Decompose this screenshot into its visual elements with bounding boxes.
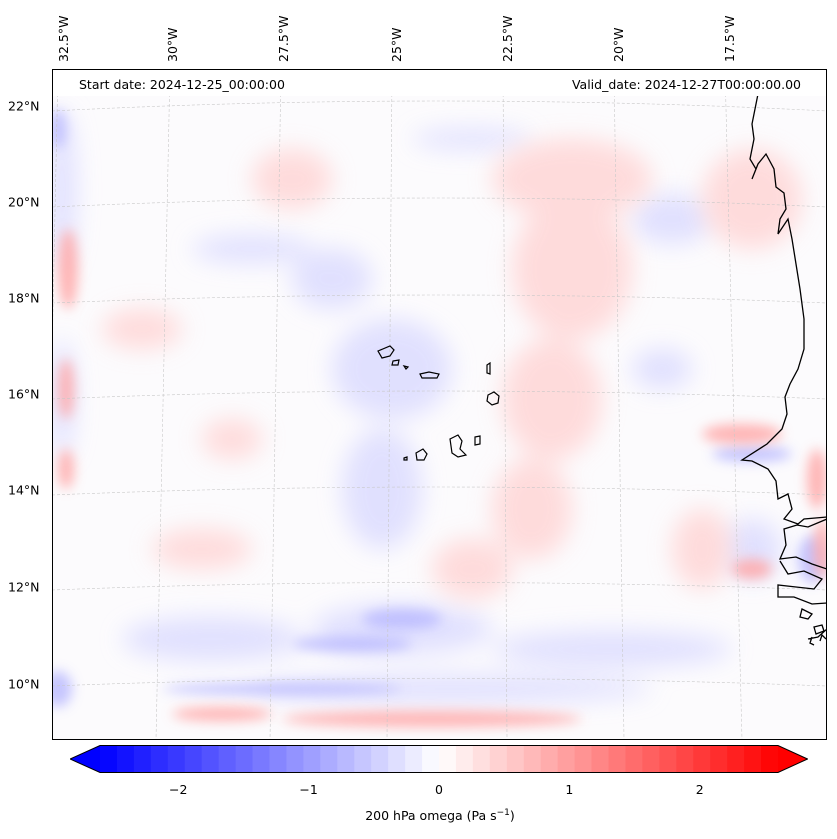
colorbar-label-main: 200 hPa omega (Pa s (365, 808, 497, 824)
colorbar-segment (472, 745, 491, 773)
colorbar-segment (455, 745, 474, 773)
island-santa-luzia (402, 365, 410, 370)
colorbar (70, 745, 808, 773)
colorbar-label-exponent: −1 (496, 808, 510, 818)
colorbar-segment (642, 745, 660, 773)
island-santiago (449, 434, 468, 458)
colorbar-segment (744, 745, 762, 773)
africa-coastline (740, 69, 827, 646)
island-sal (486, 361, 491, 375)
lat-label-14n: 14°N (8, 482, 40, 498)
lon-label-32-5w: 32.5°W (56, 15, 71, 62)
island-sao-vicente (391, 359, 400, 366)
start-date-label: Start date: 2024-12-25_00:00:00 (79, 77, 285, 92)
graticule (52, 69, 827, 740)
colorbar-outline (70, 745, 808, 773)
colorbar-segment (252, 745, 270, 773)
lon-label-27-5w: 27.5°W (276, 15, 291, 62)
lat-label-16n: 16°N (8, 386, 40, 402)
colorbar-segment (540, 745, 559, 773)
omega-map-panel (52, 69, 827, 740)
island-sao-nicolau (419, 371, 440, 379)
colorbar-segment (150, 745, 169, 773)
lon-label-22-5w: 22.5°W (500, 15, 515, 62)
island-santo-antao (377, 345, 395, 359)
lon-label-30w: 30°W (165, 27, 180, 62)
colorbar-segment (405, 745, 423, 773)
island-maio (474, 435, 481, 446)
colorbar-tick-label: −1 (299, 782, 318, 797)
colorbar-tick-label: −2 (169, 782, 188, 797)
colorbar-segment (303, 745, 321, 773)
colorbar-segment (269, 745, 287, 773)
colorbar-segment (676, 745, 694, 773)
colorbar-extend-low (70, 745, 100, 773)
map-border (52, 69, 827, 740)
colorbar-segment (693, 745, 711, 773)
colorbar-label: 200 hPa omega (Pa s−1) (365, 808, 515, 823)
omega-field-negative (52, 109, 782, 703)
omega-field-strong-positive (58, 229, 827, 727)
island-brava (403, 456, 408, 461)
colorbar-segment (557, 745, 576, 773)
colorbar-tick-label: 0 (435, 782, 443, 797)
colorbar-segment (100, 745, 118, 773)
colorbar-segment (201, 745, 220, 773)
colorbar-segment (761, 745, 779, 773)
lat-label-18n: 18°N (8, 290, 40, 306)
colorbar-segment (489, 745, 508, 773)
colorbar-segment (625, 745, 643, 773)
colorbar-label-close: ) (509, 808, 515, 824)
colorbar-tick-label: 2 (695, 782, 704, 797)
colorbar-segments (70, 745, 808, 773)
cape-verde-islands (377, 345, 500, 461)
colorbar-segment (133, 745, 152, 773)
lat-label-22n: 22°N (8, 98, 40, 114)
colorbar-segment (235, 745, 254, 773)
colorbar-segment (506, 745, 525, 773)
colorbar-segment (371, 745, 389, 773)
colorbar-segment (727, 745, 745, 773)
island-fogo (415, 448, 428, 461)
colorbar-segment (354, 745, 372, 773)
colorbar-segment (167, 745, 186, 773)
colorbar-tick-label: 1 (565, 782, 574, 797)
colorbar-segment (710, 745, 728, 773)
colorbar-segment (218, 745, 237, 773)
colorbar-segment (388, 745, 406, 773)
lon-label-20w: 20°W (611, 27, 626, 62)
colorbar-segment (439, 745, 457, 773)
colorbar-segment (523, 745, 542, 773)
omega-field-positive (102, 139, 802, 599)
island-boa-vista (486, 391, 500, 406)
colorbar-segment (591, 745, 609, 773)
colorbar-segment (337, 745, 355, 773)
colorbar-segment (422, 745, 440, 773)
colorbar-extend-high (778, 745, 808, 773)
lat-label-10n: 10°N (8, 676, 40, 692)
colorbar-segment (574, 745, 593, 773)
date-banner (52, 69, 827, 96)
lat-label-20n: 20°N (8, 194, 40, 210)
colorbar-segment (659, 745, 677, 773)
valid-date-label: Valid_date: 2024-12-27T00:00:00.00 (571, 77, 801, 92)
lat-label-12n: 12°N (8, 579, 40, 595)
colorbar-segment (286, 745, 304, 773)
colorbar-segment (116, 745, 135, 773)
colorbar-segment (320, 745, 338, 773)
lon-label-17-5w: 17.5°W (722, 15, 737, 62)
colorbar-segment (184, 745, 203, 773)
lon-label-25w: 25°W (389, 27, 404, 62)
colorbar-segment (608, 745, 626, 773)
